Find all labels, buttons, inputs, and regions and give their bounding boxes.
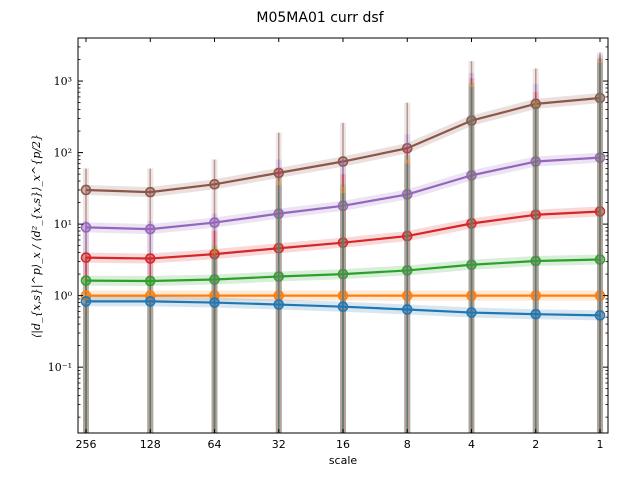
x-tick-label: 16 [336, 438, 350, 451]
data-point [337, 301, 349, 313]
x-tick-label: 64 [208, 438, 222, 451]
data-point [401, 304, 413, 315]
series-line [86, 300, 601, 317]
data-point [209, 297, 220, 308]
data-point [209, 179, 220, 190]
series-0 [80, 62, 606, 433]
x-tick-label: 4 [468, 438, 475, 451]
chart-title: M05MA01 curr dsf [256, 10, 384, 26]
data-point [80, 275, 92, 286]
data-point [144, 253, 156, 264]
x-tick-label: 256 [76, 438, 97, 451]
data-point [594, 310, 606, 321]
axis-ticks: 256 128 64 32 16 8 4 2 1 10⁻¹ 10⁰ 10¹ 10² 10³ [48, 38, 608, 451]
x-tick-label: 32 [272, 438, 286, 451]
y-tick-label: 10¹ [54, 218, 72, 231]
data-point [80, 184, 92, 196]
y-tick-label: 10² [54, 147, 72, 160]
data-point [80, 252, 92, 263]
data-point [466, 307, 477, 318]
y-tick-label: 10⁰ [54, 290, 73, 303]
data-point [209, 217, 220, 228]
x-axis-label: scale [329, 454, 358, 467]
y-tick-label: 10⁻¹ [48, 361, 72, 374]
plot-area [80, 52, 606, 433]
data-point [80, 222, 92, 233]
y-axis-label: ⟨|d_{x,s}|^p⟩_x / ⟨d²_{x,s}⟩_x^{p/2} [30, 134, 44, 338]
data-point [144, 223, 156, 235]
y-tick-label: 10³ [54, 75, 72, 88]
data-point [144, 186, 156, 198]
data-point [144, 275, 156, 287]
x-tick-label: 2 [532, 438, 539, 451]
x-tick-label: 1 [597, 438, 604, 451]
data-point [144, 296, 156, 307]
x-tick-label: 8 [404, 438, 411, 451]
data-point [273, 299, 285, 310]
data-point [530, 308, 542, 320]
x-tick-label: 128 [140, 438, 161, 451]
data-point [80, 296, 92, 307]
